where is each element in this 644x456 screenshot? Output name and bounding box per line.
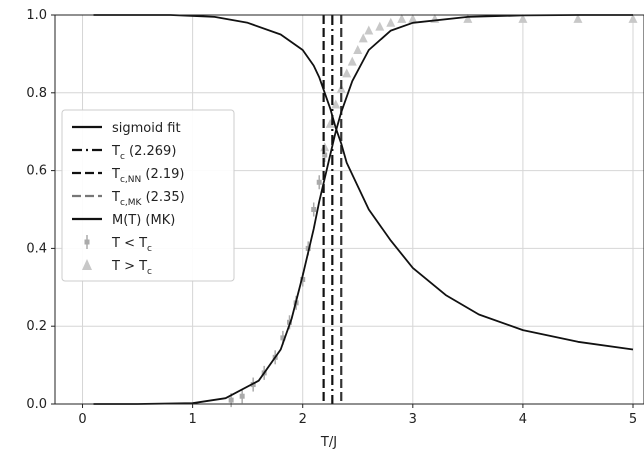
x-tick-label: 2 [299,412,307,427]
legend-label-tail: (2.19) [141,167,184,182]
plot-frame [54,14,644,405]
point-t-t-c [375,21,385,31]
legend-label-main: T [111,167,120,182]
x-axis-label: T/J [320,435,337,450]
legend-label-sub: c [147,267,152,277]
y-tick-label: 0.6 [26,164,47,179]
point-t-t-c [358,33,368,43]
legend-box [61,109,235,282]
x-tick-label: 4 [519,412,527,427]
x-tick-label: 0 [78,412,86,427]
series-line-m-t-mk [93,14,634,351]
point-t-t-c [320,142,330,152]
point-t-t-c [463,13,473,23]
legend-label: Tc,MK (2.35) [111,190,185,208]
legend-label: M(T) (MK) [112,213,175,228]
point-t-t-c [347,56,357,66]
point-t-t-c [239,393,245,399]
legend-label-tail: (2.35) [141,190,184,205]
point-t-t-c [364,25,374,35]
y-tick-label: 1.0 [26,8,47,23]
x-tick-label: 3 [409,412,417,427]
legend-label-sub: c [147,244,152,254]
point-t-t-c [316,179,322,185]
y-axis-ticks: 0.0 0.2 0.4 0.6 0.8 1.0 [26,8,55,412]
point-t-t-c [311,207,317,212]
legend-label: Tc,NN (2.19) [111,167,184,185]
legend-label-main: T [111,190,120,205]
y-tick-label: 0.2 [26,319,47,334]
legend-label: T < Tc [111,236,152,254]
x-tick-label: 5 [629,412,637,427]
legend-label-main: sigmoid fit [112,121,181,136]
point-t-t-c [573,13,583,23]
legend-label-main: T [111,144,120,159]
series-layer [93,13,638,408]
legend-label: sigmoid fit [112,121,181,136]
series-line-sigmoid-fit [93,14,633,405]
legend-label: Tc (2.269) [111,144,176,162]
legend-label-sub: c,NN [120,175,141,185]
point-t-t-c [408,13,418,23]
point-t-t-c [386,17,396,27]
legend-label-main: T < T [111,236,147,251]
point-t-t-c [280,335,286,341]
legend-label-tail: (2.269) [125,144,177,159]
legend-label-sub: c [120,152,125,162]
point-t-t-c [325,118,335,128]
x-axis-ticks: 0 1 2 3 4 5 [78,404,637,427]
point-t-t-c [518,13,528,23]
legend-label: T > Tc [111,259,152,277]
x-tick-label: 1 [188,412,196,427]
y-tick-label: 0.0 [26,397,47,412]
point-t-t-c [628,13,638,23]
y-tick-label: 0.8 [26,86,47,101]
point-t-t-c [331,99,341,109]
point-t-t-c [397,13,407,23]
point-t-t-c [228,397,234,403]
legend-label-main: M(T) (MK) [112,213,175,228]
point-t-t-c [322,152,328,158]
point-t-t-c [342,68,352,78]
y-tick-label: 0.4 [26,241,47,256]
legend-label-main: T > T [111,259,147,274]
point-t-t-c [353,45,363,55]
legend-handle [82,259,92,270]
legend-handle-marker [84,239,90,245]
legend-label-sub: c,MK [120,198,143,208]
point-t-t-c [300,277,306,283]
